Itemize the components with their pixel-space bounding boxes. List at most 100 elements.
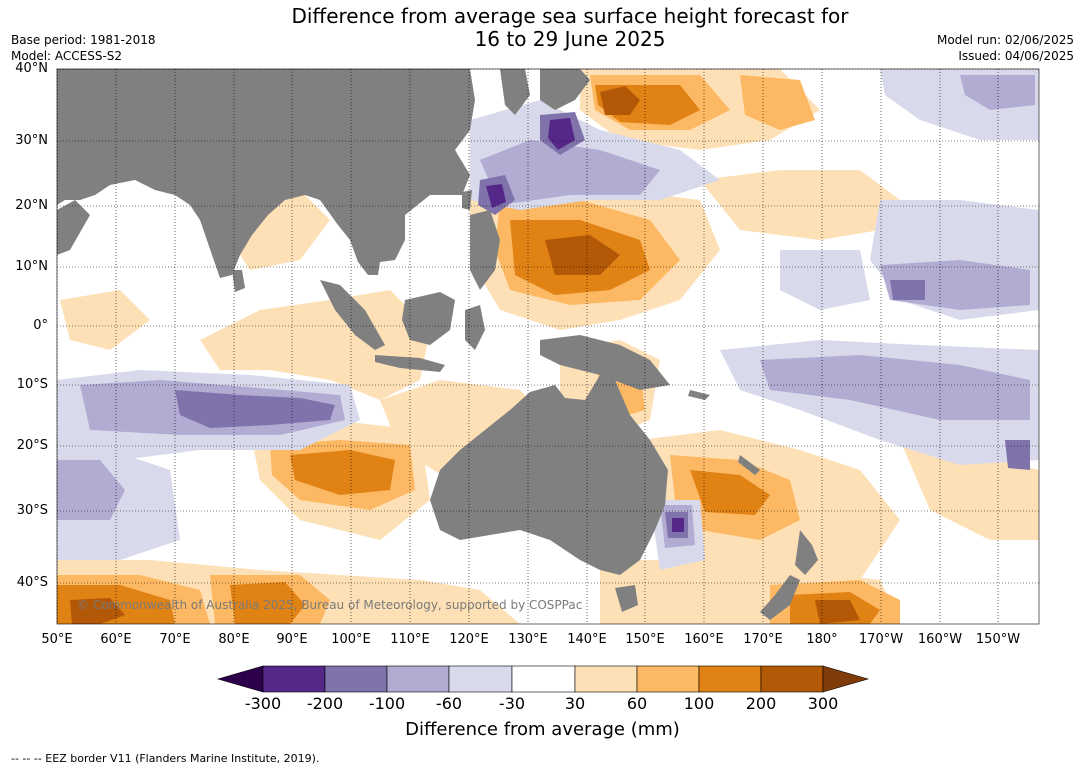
colorbar-swatch [760, 665, 824, 693]
latitude-label: 40°N [15, 61, 48, 76]
colorbar-title: Difference from average (mm) [405, 719, 680, 740]
anomaly-dark-orange [290, 450, 395, 495]
eez-footnote: -- -- -- EEZ border V11 (Flanders Marine… [11, 752, 320, 765]
colorbar-tick-label: -200 [306, 694, 344, 713]
colorbar-tick-label: 300 [807, 694, 839, 713]
longitude-label: 50°E [41, 632, 73, 647]
longitude-label: 160°W [917, 632, 963, 647]
land-borneo [402, 292, 455, 345]
issued-date: Issued: 04/06/2025 [958, 49, 1074, 63]
anomaly-light-purple [780, 250, 870, 310]
meta-left: Base period: 1981-2018 Model: ACCESS-S2 [11, 32, 156, 64]
anomaly-brown [600, 86, 640, 115]
negative-anomaly-areas [57, 69, 1039, 570]
land [57, 69, 818, 620]
land-japan [540, 69, 590, 110]
colorbar-extend-high [822, 665, 870, 693]
longitude-label: 80°E [218, 632, 250, 647]
map-border [56, 68, 1040, 625]
longitude-label: 70°E [159, 632, 191, 647]
latitude-label: 20°S [16, 438, 48, 453]
latitude-label: 30°N [15, 133, 48, 148]
land-sri-lanka [232, 270, 245, 292]
latitude-label: 0° [33, 318, 48, 333]
anomaly-light-orange [60, 290, 150, 350]
anomaly-field [57, 69, 1039, 624]
model-name: Model: ACCESS-S2 [11, 49, 123, 63]
colorbar-tick-label: 60 [626, 694, 648, 713]
latitude-label: 20°N [15, 198, 48, 213]
land-sumatra [320, 280, 385, 350]
colorbar-swatch [262, 665, 326, 693]
meta-right: Model run: 02/06/2025 Issued: 04/06/2025 [937, 32, 1074, 64]
anomaly-dark-purple [486, 184, 506, 208]
longitude-label: 60°E [100, 632, 132, 647]
longitude-label: 130°E [508, 632, 548, 647]
colorbar-swatch [386, 665, 450, 693]
colorbar-swatch [698, 665, 762, 693]
colorbar-swatch [511, 665, 576, 693]
colorbar-swatch [448, 665, 513, 693]
longitude-label: 120°E [449, 632, 489, 647]
anomaly-purple [480, 140, 660, 205]
longitude-label: 140°E [567, 632, 607, 647]
base-period: Base period: 1981-2018 [11, 33, 156, 47]
land-philippines [470, 210, 500, 290]
land-tasmania [615, 585, 638, 612]
anomaly-light-orange [900, 440, 1039, 540]
anomaly-purple [960, 75, 1035, 110]
colorbar-tick-label: 200 [745, 694, 777, 713]
anomaly-brown [70, 598, 125, 624]
longitude-label: 180° [806, 632, 838, 647]
copyright-note: © Commonwealth of Australia 2025, Bureau… [77, 598, 583, 612]
latitude-label: 10°N [15, 259, 48, 274]
land-new-zealand-north [795, 530, 818, 575]
anomaly-light-orange [200, 290, 430, 400]
anomaly-medium-purple [1005, 440, 1030, 470]
longitude-label: 90°E [276, 632, 308, 647]
colorbar-swatch [636, 665, 700, 693]
land-arabia [57, 200, 90, 255]
colorbar-tick-label: -30 [498, 694, 526, 713]
anomaly-medium-purple [890, 280, 925, 300]
anomaly-purple [57, 460, 125, 520]
land-solomon-islands [688, 390, 710, 400]
anomaly-dark-purple [672, 518, 684, 532]
longitude-label: 150°E [625, 632, 665, 647]
land-asia-mainland [57, 69, 475, 278]
longitude-label: 110°E [390, 632, 430, 647]
longitude-label: 150°W [975, 632, 1021, 647]
anomaly-brown [545, 235, 620, 275]
land-australia [430, 375, 668, 575]
colorbar-swatch [324, 665, 388, 693]
anomaly-brown [815, 600, 860, 624]
colorbar-extend-low [216, 665, 264, 693]
longitude-label: 170°W [858, 632, 904, 647]
colorbar-tick-label: 100 [683, 694, 715, 713]
anomaly-purple [760, 355, 1030, 420]
land-taiwan [462, 190, 472, 210]
anomaly-dark-orange [690, 470, 770, 515]
colorbar-tick-label: -100 [368, 694, 406, 713]
latitude-label: 40°S [16, 575, 48, 590]
anomaly-light-orange [700, 170, 900, 240]
colorbar-tick-label: -300 [244, 694, 282, 713]
latitude-label: 30°S [16, 503, 48, 518]
land-new-caledonia [738, 455, 760, 475]
anomaly-dark-orange [230, 582, 305, 624]
colorbar-swatch [574, 665, 638, 693]
longitude-label: 160°E [684, 632, 724, 647]
model-run: Model run: 02/06/2025 [936, 33, 1074, 47]
longitude-label: 170°E [743, 632, 783, 647]
anomaly-medium-purple [175, 390, 335, 428]
title-line-1: Difference from average sea surface heig… [291, 4, 849, 28]
longitude-label: 100°E [331, 632, 371, 647]
land-new-guinea [540, 335, 670, 390]
colorbar-tick-label: 30 [564, 694, 586, 713]
colorbar-tick-label: -60 [435, 694, 463, 713]
title-line-2: 16 to 29 June 2025 [474, 27, 666, 51]
latitude-label: 10°S [16, 377, 48, 392]
anomaly-orange [740, 75, 815, 130]
land-new-zealand-south [760, 575, 800, 620]
